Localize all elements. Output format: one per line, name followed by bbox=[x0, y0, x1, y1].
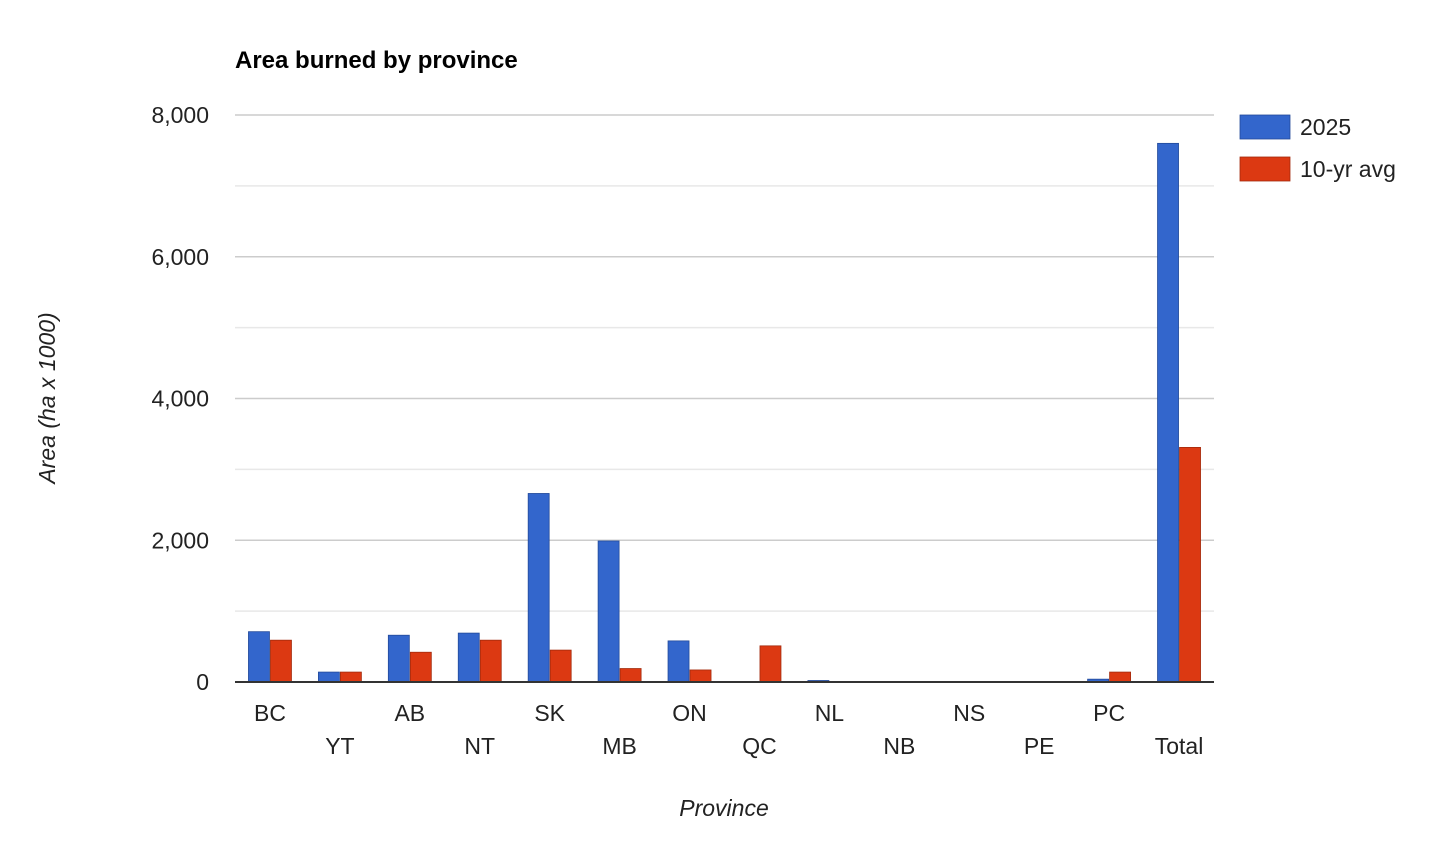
y-tick-label: 8,000 bbox=[151, 102, 209, 128]
bar-series-2025-on bbox=[667, 640, 690, 683]
bar-series-10yr-avg-sk bbox=[549, 649, 572, 683]
x-tick-label: BC bbox=[254, 700, 286, 726]
x-tick-label: NT bbox=[464, 733, 495, 759]
gridlines bbox=[235, 114, 1214, 612]
x-tick-label: QC bbox=[742, 733, 777, 759]
bar-series-2025-ab bbox=[387, 634, 410, 683]
bar-series-2025-sk bbox=[527, 493, 550, 683]
y-tick-label: 4,000 bbox=[151, 386, 209, 412]
chart-title: Area burned by province bbox=[235, 47, 518, 74]
bar-series-10yr-avg-total bbox=[1179, 447, 1201, 683]
x-tick-label: MB bbox=[602, 733, 637, 759]
x-tick-label: AB bbox=[394, 700, 425, 726]
bar-series-2025-total bbox=[1157, 142, 1179, 683]
y-axis-title: Area (ha x 1000) bbox=[34, 312, 60, 485]
x-tick-label: NL bbox=[815, 700, 845, 726]
x-tick-label: PE bbox=[1024, 733, 1055, 759]
legend: 2025 10-yr avg bbox=[1239, 114, 1396, 182]
legend-label: 10-yr avg bbox=[1300, 156, 1396, 182]
legend-label: 2025 bbox=[1300, 114, 1351, 140]
bar-series-2025-bc bbox=[248, 631, 270, 683]
y-tick-label: 2,000 bbox=[151, 527, 209, 553]
bar-series-10yr-avg-mb bbox=[619, 668, 642, 683]
x-tick-label: YT bbox=[325, 733, 354, 759]
legend-swatch bbox=[1239, 114, 1291, 140]
x-axis-tick-labels: BC YT AB NT SK MB ON QC NL NB NS PE PC Total bbox=[254, 700, 1203, 759]
bar-series-10yr-avg-yt bbox=[339, 671, 362, 683]
bar-series-10yr-avg-ab bbox=[409, 651, 432, 683]
x-tick-label: NB bbox=[883, 733, 915, 759]
bar-series-10yr-avg-nt bbox=[479, 639, 502, 683]
bar-series-10yr-avg-qc bbox=[759, 645, 782, 683]
y-tick-label: 0 bbox=[196, 669, 209, 695]
bar-series-10yr-avg-pc bbox=[1109, 671, 1132, 683]
bar-series-10yr-avg-on bbox=[689, 669, 712, 683]
bars bbox=[248, 142, 1201, 683]
x-tick-label: Total bbox=[1155, 733, 1204, 759]
x-axis-title: Province bbox=[679, 795, 768, 821]
bar-series-2025-nt bbox=[457, 632, 480, 683]
x-tick-label: NS bbox=[953, 700, 985, 726]
legend-swatch bbox=[1239, 156, 1291, 182]
x-tick-label: SK bbox=[534, 700, 565, 726]
y-tick-label: 6,000 bbox=[151, 244, 209, 270]
x-tick-label: PC bbox=[1093, 700, 1125, 726]
bar-series-2025-mb bbox=[597, 540, 620, 683]
x-tick-label: ON bbox=[672, 700, 707, 726]
bar-series-2025-yt bbox=[317, 671, 340, 683]
y-axis-tick-labels: 0 2,000 4,000 6,000 8,000 bbox=[151, 102, 209, 695]
bar-series-10yr-avg-bc bbox=[270, 639, 292, 683]
